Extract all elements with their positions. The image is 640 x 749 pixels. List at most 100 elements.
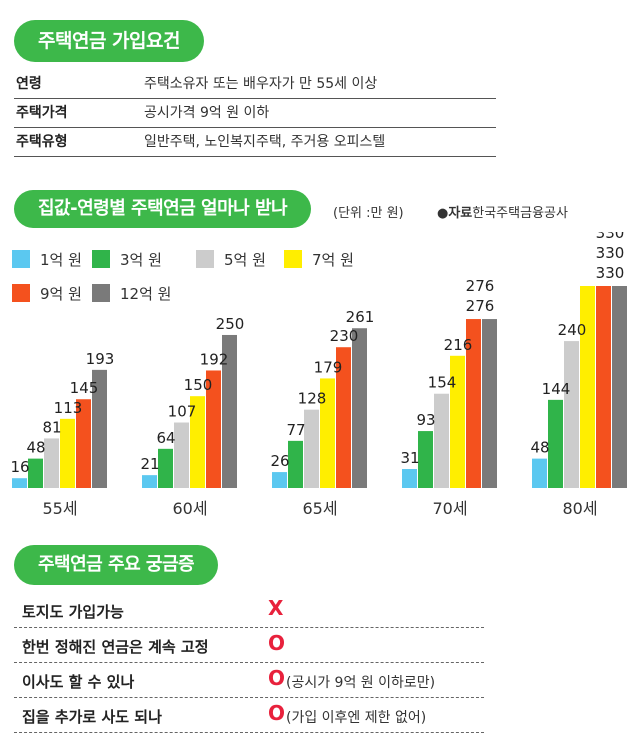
bar — [44, 438, 59, 488]
bar-value-label: 107 — [168, 403, 197, 421]
bar-value-label: 113 — [54, 399, 83, 417]
bar — [76, 399, 91, 488]
legend-swatch — [12, 284, 30, 302]
legend-swatch — [196, 250, 214, 268]
bar-value-label: 31 — [400, 449, 419, 467]
bar-value-label: 250 — [216, 315, 245, 333]
faq-answer-mark: O — [268, 631, 286, 655]
bar-value-label: 21 — [140, 455, 159, 473]
bar-value-label: 150 — [184, 376, 213, 394]
bar — [12, 478, 27, 488]
bar-value-label: 192 — [200, 350, 229, 368]
category-label: 60세 — [172, 499, 207, 518]
bar — [336, 347, 351, 488]
bar — [304, 409, 319, 488]
category-label: 55세 — [42, 499, 77, 518]
bar — [158, 448, 173, 488]
bar-value-label: 179 — [314, 358, 343, 376]
bar-value-label: 240 — [558, 321, 587, 339]
legend-label: 3억 원 — [120, 251, 162, 269]
bar — [174, 422, 189, 488]
bar — [402, 469, 417, 488]
faq-answer-mark: X — [268, 596, 284, 620]
category-label: 80세 — [562, 499, 597, 518]
source-name: 한국주택금융공사 — [472, 206, 568, 221]
faq-question: 토지도 가입가능 — [22, 603, 124, 621]
faq-answer-note: (가입 이후엔 제한 없어) — [286, 710, 427, 726]
bar-value-label: 230 — [330, 327, 359, 345]
bar — [60, 418, 75, 488]
bar — [222, 334, 237, 488]
requirement-row: 주택가격 공시가격 9억 원 이하 — [14, 99, 496, 128]
bar-value-label: 26 — [270, 452, 289, 470]
requirement-row: 주택유형 일반주택, 노인복지주택, 주거용 오피스텔 — [14, 128, 496, 157]
bar — [352, 328, 367, 488]
bar — [580, 286, 595, 488]
section-title-chart: 집값-연령별 주택연금 얼마나 받나 — [14, 190, 312, 228]
bar — [612, 286, 627, 488]
bar — [142, 475, 157, 488]
bar — [434, 393, 449, 488]
faq-row: 한번 정해진 연금은 계속 고정 O — [14, 628, 484, 663]
faq-row: 집을 추가로 사도 되나 O (가입 이후엔 제한 없어) — [14, 698, 484, 733]
bar-value-label: 276 — [466, 297, 495, 315]
bar-value-label: 154 — [428, 374, 457, 392]
bar-value-label: 145 — [70, 379, 99, 397]
bar-value-label: 48 — [530, 439, 549, 457]
bar — [272, 472, 287, 488]
requirement-value: 공시가격 9억 원 이하 — [144, 105, 270, 121]
source-label: ●자료 — [437, 206, 473, 221]
bar-value-label: 93 — [416, 411, 435, 429]
bar — [206, 370, 221, 488]
pension-bar-chart: 1억 원 3억 원 5억 원 7억 원9억 원 12억 원164881113145193… — [10, 232, 627, 518]
faq-answer-mark: O — [268, 666, 286, 690]
bar-value-label: 330 — [596, 232, 625, 242]
faq-row: 이사도 할 수 있나 O (공시가 9억 원 이하로만) — [14, 663, 484, 698]
legend-label: 12억 원 — [120, 285, 171, 303]
bar-value-label: 77 — [286, 421, 305, 439]
bar — [596, 286, 611, 488]
unit-note: (단위 :만 원) — [333, 206, 404, 221]
faq-table: 토지도 가입가능 X 한번 정해진 연금은 계속 고정 O 이사도 할 수 있나… — [14, 593, 484, 733]
requirements-table: 연령 주택소유자 또는 배우자가 만 55세 이상 주택가격 공시가격 9억 원… — [14, 70, 496, 157]
bar — [564, 341, 579, 488]
legend-label: 5억 원 — [224, 251, 266, 269]
legend-swatch — [284, 250, 302, 268]
requirement-value: 일반주택, 노인복지주택, 주거용 오피스텔 — [144, 134, 386, 150]
bar-value-label: 144 — [542, 380, 571, 398]
bar-value-label: 261 — [346, 308, 375, 326]
requirement-label: 주택가격 — [16, 105, 68, 121]
bar — [320, 378, 335, 488]
requirement-value: 주택소유자 또는 배우자가 만 55세 이상 — [144, 76, 378, 92]
legend-label: 7억 원 — [312, 251, 354, 269]
bar-value-label: 48 — [26, 439, 45, 457]
bar — [548, 399, 563, 488]
bar — [190, 396, 205, 488]
legend-label: 1억 원 — [40, 251, 82, 269]
bar-value-label: 276 — [466, 277, 495, 295]
bar — [466, 319, 481, 488]
section-title-requirements: 주택연금 가입요건 — [14, 20, 204, 62]
bar — [288, 440, 303, 488]
bar-value-label: 216 — [444, 336, 473, 354]
faq-answer-note: (공시가 9억 원 이하로만) — [286, 675, 436, 691]
category-label: 70세 — [432, 499, 467, 518]
bar — [532, 458, 547, 488]
bar-value-label: 330 — [596, 264, 625, 282]
bar — [418, 431, 433, 488]
requirement-label: 주택유형 — [16, 134, 68, 150]
bar — [482, 319, 497, 488]
bar-value-label: 64 — [156, 429, 175, 447]
bar-value-label: 128 — [298, 390, 327, 408]
faq-row: 토지도 가입가능 X — [14, 593, 484, 628]
bar-value-label: 193 — [86, 350, 115, 368]
requirement-row: 연령 주택소유자 또는 배우자가 만 55세 이상 — [14, 70, 496, 99]
bar-value-label: 81 — [42, 418, 61, 436]
requirement-label: 연령 — [16, 76, 42, 92]
legend-label: 9억 원 — [40, 285, 82, 303]
faq-question: 집을 추가로 사도 되나 — [22, 708, 162, 726]
legend-swatch — [12, 250, 30, 268]
section-title-faq: 주택연금 주요 궁금증 — [14, 545, 219, 585]
faq-question: 이사도 할 수 있나 — [22, 673, 135, 691]
legend-swatch — [92, 250, 110, 268]
